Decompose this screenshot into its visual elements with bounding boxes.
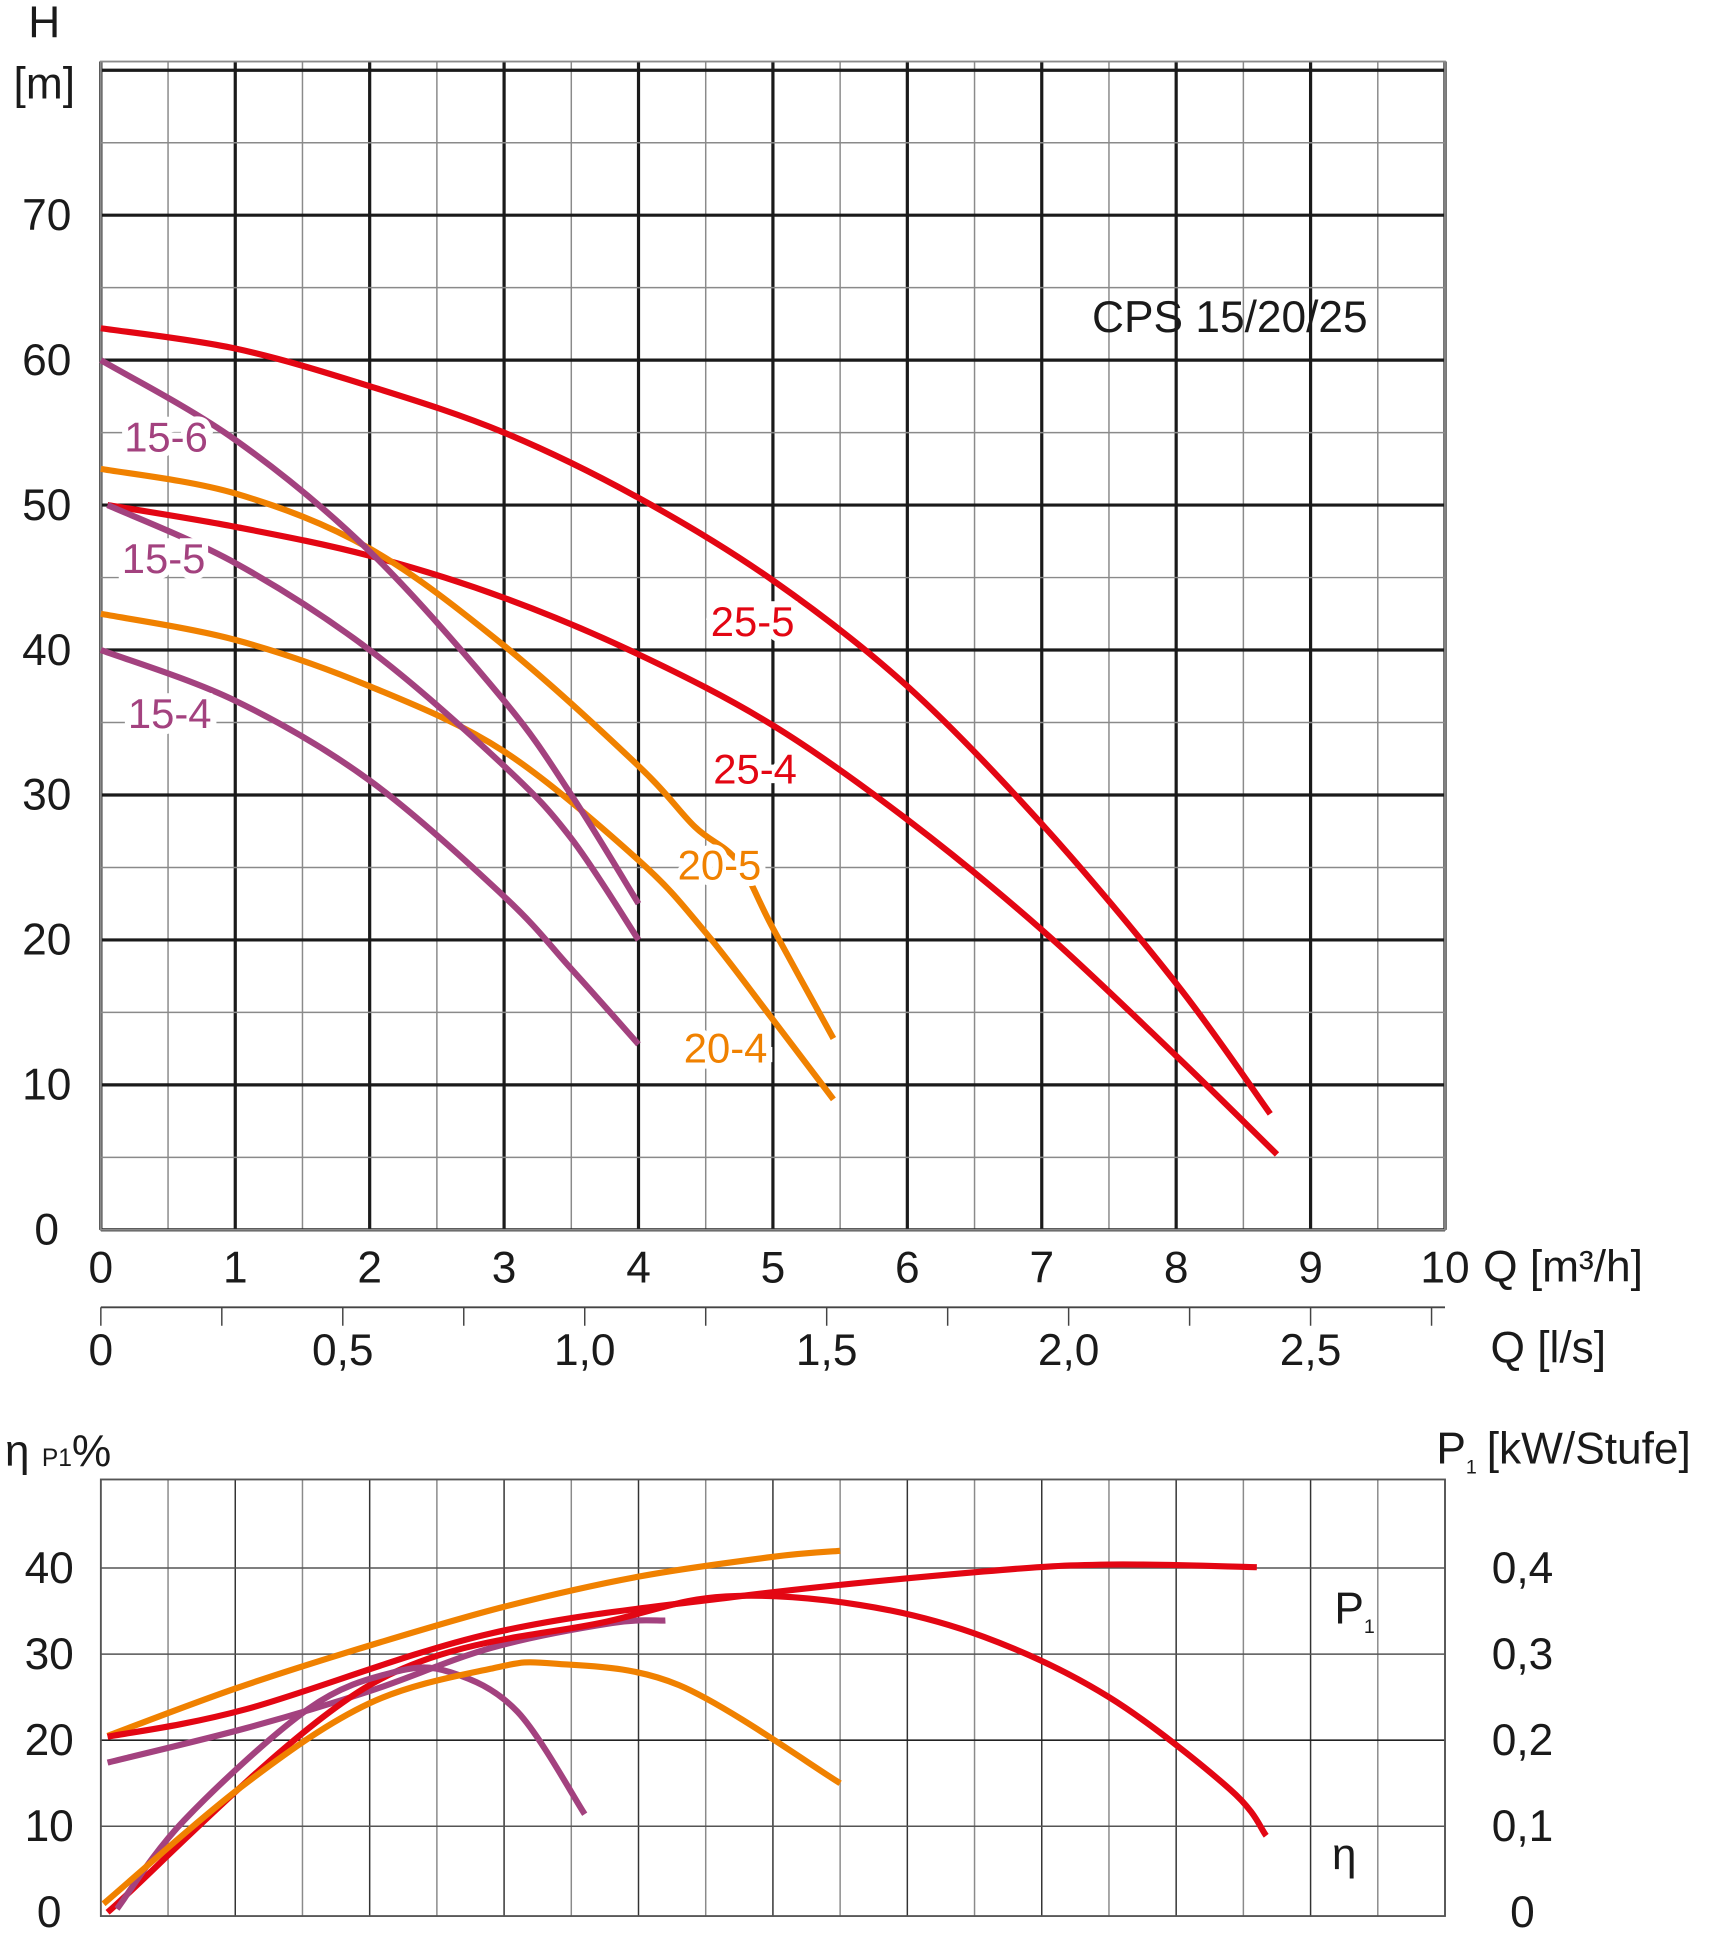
x-tick-label: 4	[626, 1244, 651, 1293]
curve-label-15-4: 15-4	[128, 690, 212, 737]
p1-tick-label: 0,1	[1492, 1802, 1554, 1851]
curve-label-15-6: 15-6	[124, 413, 208, 460]
curve-15-4	[99, 647, 641, 1047]
curve-20-5	[100, 465, 837, 1040]
x2-axis-title: Q [l/s]	[1491, 1324, 1607, 1373]
x2-tick-label: 2,0	[1038, 1326, 1100, 1375]
curve-label-20-4: 20-4	[684, 1025, 768, 1072]
x-tick-label: 10	[1420, 1244, 1469, 1293]
efficiency-plot-grid	[99, 1478, 1446, 1917]
curve-label-25-4: 25-4	[713, 745, 797, 792]
x2-tick-label: 0	[89, 1326, 114, 1375]
eta-tick-label: 30	[25, 1630, 74, 1679]
p1-tick-label: 0,2	[1492, 1716, 1554, 1765]
p1-tick-label: 0,4	[1492, 1544, 1554, 1593]
p1-curve-label: P1	[1334, 1584, 1374, 1638]
x-tick-label: 3	[492, 1244, 517, 1293]
eta-curve-red	[105, 1592, 1269, 1915]
curve-25-4	[107, 502, 1280, 1157]
p1-label-symbol: P	[1334, 1584, 1364, 1633]
x2-tick-label: 0,5	[312, 1326, 374, 1375]
x-tick-label: 9	[1298, 1244, 1323, 1293]
y-tick-label: 10	[22, 1061, 71, 1110]
tick-labels: 0 1 2 3 4 5 6 7 8 9 100 0,5 1,0 1,5 2,0 2,5010203040506…	[22, 191, 1553, 1937]
eta-curve-label: η	[1332, 1830, 1357, 1879]
x2-tick-label: 1,5	[796, 1326, 858, 1375]
p1-curve-red	[106, 1561, 1257, 1740]
y-tick-label: 20	[22, 916, 71, 965]
curve-25-5	[100, 325, 1273, 1116]
x-tick-label: 0	[89, 1244, 114, 1293]
y-tick-label: 40	[22, 626, 71, 675]
p1-label-sub: 1	[1364, 1616, 1375, 1638]
y-tick-label: 60	[22, 336, 71, 385]
x-tick-label: 6	[895, 1244, 920, 1293]
eta-subscript: P1	[42, 1445, 72, 1472]
y-tick-label: 30	[22, 771, 71, 820]
p1-tick-label: 0	[1510, 1888, 1535, 1937]
left-axis-title: η P1%	[5, 1427, 111, 1476]
x2-tick-label: 1,0	[554, 1326, 616, 1375]
y-tick-label: 50	[22, 481, 71, 530]
p1-subscript: 1	[1466, 1456, 1477, 1478]
x-tick-label: 1	[223, 1244, 248, 1293]
p1-symbol: P	[1436, 1424, 1466, 1473]
eta-tick-label: 20	[25, 1716, 74, 1765]
p1-tick-label: 0,3	[1492, 1630, 1554, 1679]
eta-unit: %	[72, 1427, 111, 1476]
y-tick-label: 0	[34, 1206, 59, 1255]
eta-symbol: η	[5, 1427, 30, 1476]
x-axis-title: Q [m³/h]	[1483, 1242, 1643, 1291]
head-curves	[99, 325, 1280, 1157]
curve-label-15-5: 15-5	[122, 535, 206, 582]
x-tick-label: 5	[761, 1244, 786, 1293]
y-axis-unit: [m]	[14, 59, 75, 108]
efficiency-power-curves	[101, 1547, 1269, 1915]
curve-label-20-5: 20-5	[678, 841, 762, 888]
p1-curve-orange	[106, 1547, 841, 1739]
eta-tick-label: 10	[25, 1802, 74, 1851]
x-tick-label: 8	[1164, 1244, 1189, 1293]
x-tick-label: 7	[1029, 1244, 1054, 1293]
plot-border	[99, 1478, 1446, 1917]
curve-label-25-5: 25-5	[711, 598, 795, 645]
y-tick-label: 70	[22, 191, 71, 240]
x2-tick-label: 2,5	[1280, 1326, 1342, 1375]
chart-title: CPS 15/20/25	[1092, 293, 1368, 342]
right-axis-title: P1 [kW/Stufe]	[1436, 1424, 1690, 1478]
eta-tick-label: 0	[37, 1888, 62, 1937]
x-tick-label: 2	[357, 1244, 382, 1293]
head-plot-grid	[99, 60, 1447, 1326]
p1-unit: [kW/Stufe]	[1487, 1424, 1691, 1473]
eta-curve-purple	[114, 1664, 588, 1911]
curve-15-5	[106, 502, 642, 942]
curve-15-6	[99, 357, 642, 906]
plot-border	[99, 60, 1446, 1231]
eta-curve-orange	[101, 1659, 842, 1907]
curve-20-4	[100, 610, 836, 1102]
eta-tick-label: 40	[25, 1544, 74, 1593]
y-axis-title: H	[28, 0, 60, 47]
